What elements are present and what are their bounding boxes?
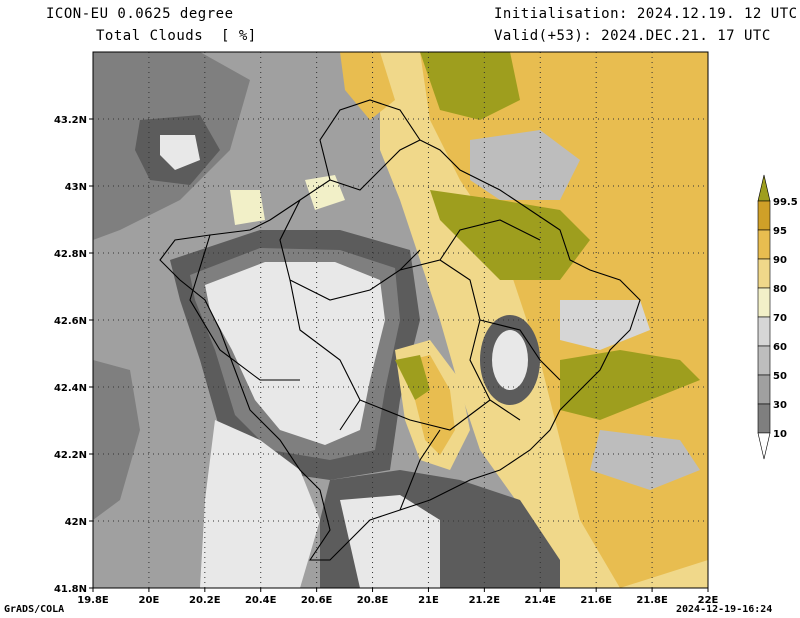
legend-swatch: [757, 316, 771, 347]
x-tick-label: 19.8E: [77, 595, 109, 606]
x-tick-label: 21E: [418, 595, 439, 606]
border-inner-4: [439, 219, 541, 261]
legend-label: 70: [773, 313, 787, 324]
legend-swatch: [757, 345, 771, 376]
border-inner-5: [479, 319, 561, 381]
border-inner-2: [289, 279, 361, 431]
legend-label: 50: [773, 371, 787, 382]
field-clear-oval: [492, 330, 528, 390]
y-tick-label: 42.6N: [54, 316, 87, 327]
y-tick-label: 43.2N: [54, 115, 87, 126]
y-tick-label: 42.8N: [54, 249, 87, 260]
field-clear-se: [340, 495, 440, 588]
variable-title: Total Clouds [ %]: [96, 28, 257, 44]
x-tick-label: 21.8E: [636, 595, 668, 606]
borders: [159, 99, 641, 561]
y-tick-label: 42N: [65, 517, 87, 528]
x-tick-label: 22E: [698, 595, 719, 606]
initialisation-time: Initialisation: 2024.12.19. 12 UTC: [494, 6, 798, 22]
legend-label: 90: [773, 255, 787, 266]
legend-swatch: [757, 374, 771, 405]
x-tick-label: 20.8E: [357, 595, 389, 606]
x-tick-label: 21.2E: [469, 595, 501, 606]
y-tick-label: 43N: [65, 182, 87, 193]
legend-label: 10: [773, 429, 787, 440]
valid-time: Valid(+53): 2024.DEC.21. 17 UTC: [494, 28, 771, 44]
legend-label: 95: [773, 226, 787, 237]
field-70-e: [560, 300, 650, 350]
x-tick-label: 21.6E: [580, 595, 612, 606]
legend-swatch: [757, 403, 771, 434]
footer-timestamp: 2024-12-19-16:24: [676, 604, 773, 615]
field-max-tongue: [395, 355, 430, 400]
border-outer: [159, 139, 641, 561]
y-axis: 41.8N 42N 42.2N 42.4N 42.6N 42.8N 43N 43.2N: [54, 115, 93, 595]
legend-max-triangle: [757, 174, 771, 202]
color-legend: 10 30 50 60 70 80 90 95 99.5: [757, 174, 798, 460]
border-inner-6: [359, 399, 491, 431]
footer-credit: GrADS/COLA: [4, 604, 65, 615]
legend-label: 80: [773, 284, 787, 295]
y-tick-label: 41.8N: [54, 584, 87, 595]
field-80-n: [305, 175, 345, 210]
y-tick-label: 42.2N: [54, 450, 87, 461]
field-60-se: [590, 430, 700, 490]
legend-min-triangle: [757, 432, 771, 460]
field-30-w: [93, 360, 140, 520]
x-tick-label: 21.4E: [525, 595, 557, 606]
field-clear-center: [205, 262, 385, 445]
x-tick-label: 20.6E: [301, 595, 333, 606]
field-60-ne: [470, 130, 580, 200]
border-inner-8: [399, 429, 441, 511]
field-80-nw: [230, 190, 265, 225]
legend-swatch: [757, 229, 771, 260]
border-north: [319, 99, 421, 181]
field-clear-south: [200, 420, 320, 588]
field-max-north: [420, 52, 520, 120]
x-axis: 19.8E 20E 20.2E 20.4E 20.6E 20.8E 21E 21.2E 21.4…: [77, 588, 719, 606]
legend-swatch: [757, 200, 771, 231]
legend-label: 99.5: [773, 197, 798, 208]
field-clear-nw: [160, 135, 200, 170]
x-tick-label: 20.4E: [245, 595, 277, 606]
legend-label: 30: [773, 400, 787, 411]
legend-swatch: [757, 287, 771, 318]
legend-label: 60: [773, 342, 787, 353]
border-inner-7: [189, 234, 300, 381]
model-title: ICON-EU 0.0625 degree: [46, 6, 234, 22]
field-95-top: [340, 52, 395, 120]
x-tick-label: 20E: [139, 595, 160, 606]
cloud-field: [93, 52, 708, 588]
x-tick-label: 20.2E: [189, 595, 221, 606]
field-max-center: [430, 190, 590, 280]
y-tick-label: 42.4N: [54, 383, 87, 394]
field-max-east: [560, 350, 700, 420]
legend-swatch: [757, 258, 771, 289]
